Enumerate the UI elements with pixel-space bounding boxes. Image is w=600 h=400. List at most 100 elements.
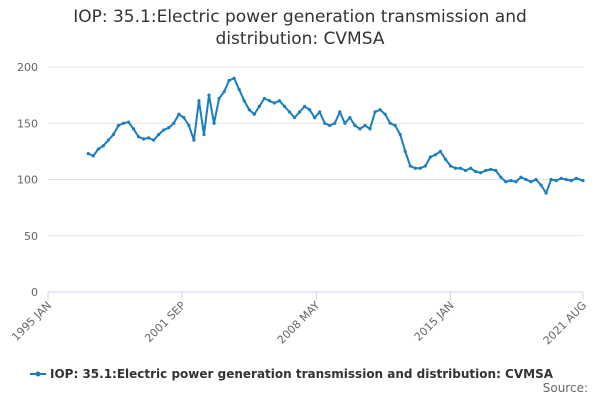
point bbox=[177, 112, 181, 116]
point bbox=[147, 136, 151, 140]
point bbox=[418, 166, 422, 170]
point bbox=[348, 116, 352, 120]
point bbox=[252, 112, 256, 116]
point bbox=[182, 116, 186, 120]
point bbox=[519, 175, 523, 179]
point bbox=[368, 127, 372, 131]
point bbox=[302, 104, 307, 108]
point bbox=[131, 127, 136, 131]
x-tick-label: 2021 AUG bbox=[541, 299, 590, 348]
point bbox=[373, 110, 377, 114]
y-tick-label: 150 bbox=[17, 117, 38, 130]
point bbox=[106, 138, 110, 142]
point bbox=[121, 121, 126, 125]
point bbox=[111, 132, 116, 137]
point bbox=[494, 168, 498, 173]
point bbox=[197, 99, 201, 103]
point bbox=[438, 149, 443, 153]
point bbox=[242, 99, 246, 103]
point bbox=[408, 164, 412, 168]
point bbox=[152, 138, 156, 142]
series-line bbox=[87, 76, 584, 196]
point bbox=[247, 108, 251, 112]
point bbox=[237, 87, 241, 92]
point bbox=[559, 176, 563, 180]
point bbox=[192, 138, 196, 142]
y-tick-label: 200 bbox=[17, 61, 38, 74]
x-tick-label: 2008 MAY bbox=[275, 299, 323, 347]
point bbox=[162, 128, 166, 132]
point bbox=[489, 167, 493, 171]
point bbox=[116, 123, 121, 128]
point bbox=[227, 78, 231, 83]
point bbox=[141, 137, 146, 141]
point bbox=[554, 179, 558, 183]
point bbox=[433, 153, 438, 157]
point bbox=[574, 176, 578, 180]
point bbox=[549, 177, 553, 182]
point bbox=[277, 99, 282, 103]
point bbox=[217, 96, 221, 101]
point bbox=[529, 180, 533, 184]
x-tick-label: 2001 SEP bbox=[142, 299, 188, 345]
point bbox=[474, 170, 478, 174]
point bbox=[448, 164, 453, 168]
source: Source: bbox=[543, 381, 588, 395]
point bbox=[232, 76, 236, 80]
point bbox=[202, 132, 206, 137]
point bbox=[287, 110, 292, 114]
point bbox=[539, 183, 543, 187]
point bbox=[292, 116, 297, 120]
point bbox=[126, 120, 131, 124]
point bbox=[514, 180, 518, 184]
point bbox=[308, 108, 312, 112]
point bbox=[282, 104, 287, 108]
point bbox=[222, 90, 226, 94]
point bbox=[428, 155, 432, 159]
point bbox=[257, 104, 261, 108]
point bbox=[504, 180, 508, 184]
point bbox=[318, 110, 322, 114]
point bbox=[484, 168, 488, 173]
point bbox=[413, 166, 417, 170]
point bbox=[581, 179, 585, 183]
point bbox=[398, 132, 402, 137]
point bbox=[333, 121, 337, 125]
point bbox=[544, 191, 548, 195]
point bbox=[96, 147, 100, 151]
point bbox=[267, 99, 271, 103]
y-tick-label: 50 bbox=[24, 230, 38, 243]
point bbox=[187, 123, 191, 128]
point bbox=[101, 144, 105, 148]
point bbox=[378, 108, 382, 112]
x-tick-label: 1995 JAN bbox=[9, 299, 54, 344]
point bbox=[358, 127, 362, 131]
point bbox=[423, 164, 427, 168]
x-tick-label: 2015 JAN bbox=[412, 299, 457, 344]
y-tick-label: 100 bbox=[17, 174, 38, 187]
point bbox=[453, 166, 458, 170]
point bbox=[212, 121, 216, 125]
legend-marker bbox=[35, 371, 41, 377]
point bbox=[207, 93, 211, 97]
point bbox=[564, 177, 568, 182]
point bbox=[458, 166, 463, 170]
point bbox=[393, 123, 397, 128]
point bbox=[383, 112, 387, 116]
point bbox=[353, 123, 357, 128]
point bbox=[464, 168, 468, 173]
point bbox=[172, 121, 176, 125]
point bbox=[479, 171, 483, 175]
point bbox=[338, 110, 342, 114]
y-tick-label: 0 bbox=[31, 286, 38, 299]
point bbox=[157, 132, 161, 137]
point bbox=[272, 101, 277, 105]
chart-title: IOP: 35.1:Electric power generation tran… bbox=[73, 7, 527, 49]
point bbox=[534, 177, 538, 182]
legend-label: IOP: 35.1:Electric power generation tran… bbox=[50, 367, 554, 381]
point bbox=[524, 177, 528, 182]
point bbox=[343, 121, 347, 125]
point bbox=[499, 175, 503, 179]
